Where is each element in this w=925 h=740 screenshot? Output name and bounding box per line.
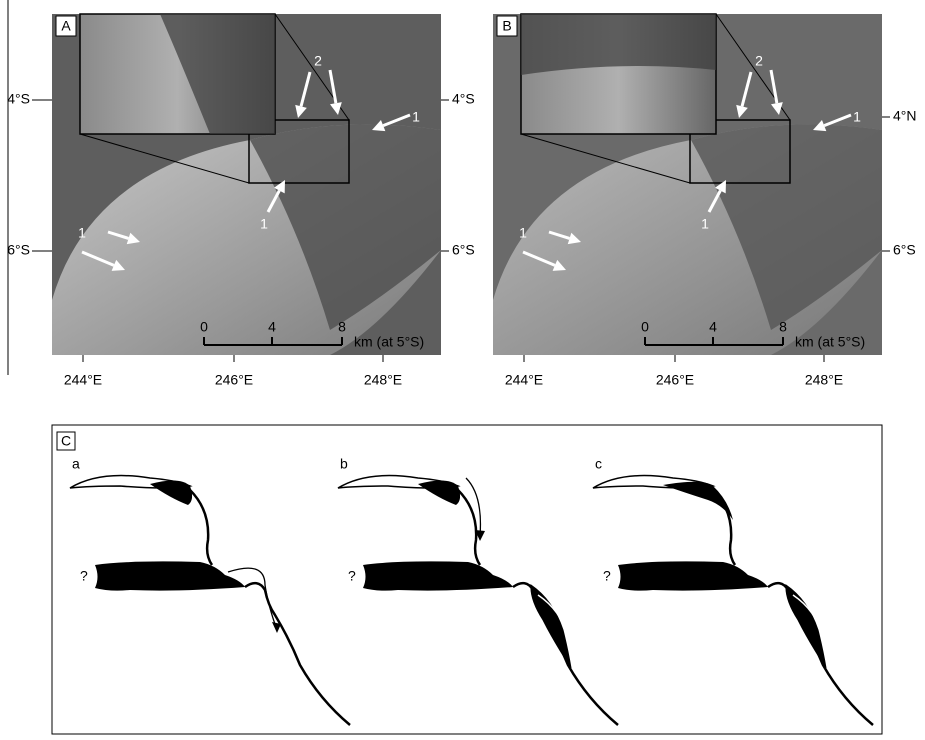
flow-arrow xyxy=(228,568,277,630)
sketch-label: b xyxy=(340,456,348,472)
lon-label: 244°E xyxy=(505,372,543,388)
upper-rim xyxy=(150,480,192,505)
lat-label: 6°S xyxy=(452,242,475,258)
lon-label: 248°E xyxy=(364,372,402,388)
sketch: c? xyxy=(593,456,873,725)
image-panel: A 2 1 1 1 0 4 8 km (at 5°S) 244°E 246°E 248°E xyxy=(52,14,441,388)
figure: A 2 1 1 1 0 4 8 km (at 5°S) 244°E 246°E 248°E 4°S 6°S… xyxy=(0,0,925,735)
question-mark: ? xyxy=(603,568,611,584)
lon-label: 246°E xyxy=(215,372,253,388)
scale-label: 8 xyxy=(338,319,346,335)
lon-label: 244°E xyxy=(64,372,102,388)
scarp xyxy=(190,490,212,565)
scale-label: 0 xyxy=(200,319,208,335)
arrow-label: 1 xyxy=(260,216,268,232)
slab xyxy=(95,561,245,590)
slump-lens xyxy=(786,585,826,668)
question-mark: ? xyxy=(80,568,88,584)
panel-label: C xyxy=(61,433,71,449)
slab xyxy=(618,561,768,590)
arrow-label: 2 xyxy=(755,53,763,69)
scale-label: 4 xyxy=(709,319,717,335)
scale-label: 4 xyxy=(268,319,276,335)
lat-label: 4°S xyxy=(7,91,30,107)
arrow-label: 1 xyxy=(853,109,861,125)
lat-label: 4°N xyxy=(893,108,917,124)
panel-label: B xyxy=(502,18,511,34)
sketch: a? xyxy=(70,456,350,725)
arrow-label: 2 xyxy=(314,53,322,69)
scale-label: 0 xyxy=(641,319,649,335)
scale-unit: km (at 5°S) xyxy=(354,334,424,350)
sketch: b? xyxy=(338,456,618,725)
upper-rim xyxy=(418,480,460,505)
sketch-label: c xyxy=(595,456,602,472)
question-mark: ? xyxy=(348,568,356,584)
scale-label: 8 xyxy=(779,319,787,335)
lower-slope xyxy=(245,583,350,725)
flow-arrow xyxy=(466,478,480,536)
sketch-label: a xyxy=(72,456,80,472)
arrow-label: 1 xyxy=(701,216,709,232)
panel-label: A xyxy=(61,18,71,34)
lon-label: 248°E xyxy=(805,372,843,388)
scale-unit: km (at 5°S) xyxy=(795,334,865,350)
lon-label: 246°E xyxy=(656,372,694,388)
slab xyxy=(363,561,513,590)
image-panel: B 2 1 1 1 0 4 8 km (at 5°S) 244°E 246°E 248°E xyxy=(493,14,882,388)
lat-label: 4°S xyxy=(452,91,475,107)
arrow-label: 1 xyxy=(78,225,86,241)
arrow-label: 1 xyxy=(412,109,420,125)
scarp xyxy=(458,490,480,565)
inset-shadow xyxy=(521,14,716,75)
lat-label: 6°S xyxy=(7,242,30,258)
lat-label: 6°S xyxy=(893,242,916,258)
slump-lens xyxy=(531,585,571,668)
arrow-label: 1 xyxy=(519,225,527,241)
